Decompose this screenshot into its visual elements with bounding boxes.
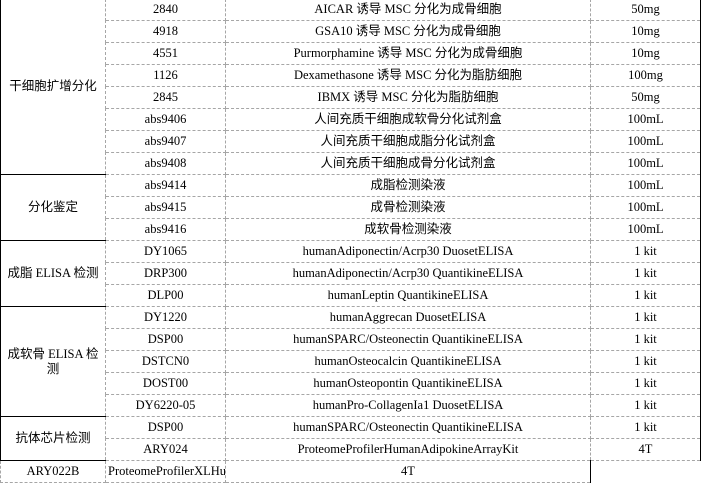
table-row: abs9416 成软骨检测染液 100mL (1, 218, 701, 241)
category-cell: 分化鉴定 (0, 174, 106, 241)
table-row: DSP00 humanSPARC/Osteonectin QuantikineEL… (1, 328, 701, 351)
table-row: DOST00 humanOsteopontin QuantikineELISA 1 … (1, 372, 701, 395)
catalog-number-cell: 1126 (105, 64, 226, 87)
product-name-cell: humanPro-CollagenIa1 DuosetELISA (225, 394, 591, 417)
category-cell: 抗体芯片检测 (0, 416, 106, 461)
product-name-cell: 人间充质干细胞成脂分化试剂盒 (225, 130, 591, 153)
table-row: ARY022BProteomeProfilerXLHumanCytokineAr… (0, 460, 701, 483)
specification-cell: 100mg (590, 64, 701, 87)
specification-cell: 1 kit (590, 350, 701, 373)
specification-cell: 10mg (590, 20, 701, 43)
catalog-number-cell: abs9416 (105, 218, 226, 241)
specification-cell: 100mL (590, 108, 701, 131)
table-row: abs9406 人间充质干细胞成软骨分化试剂盒 100mL (1, 108, 701, 131)
catalog-number-cell: 4551 (105, 42, 226, 65)
catalog-number-cell: abs9407 (105, 130, 226, 153)
catalog-number-cell: 2840 (105, 0, 226, 21)
specification-cell: 1 kit (590, 284, 701, 307)
specification-cell: 1 kit (590, 240, 701, 263)
specification-cell: 1 kit (590, 306, 701, 329)
table-row: abs9407 人间充质干细胞成脂分化试剂盒 100mL (1, 130, 701, 153)
product-name-cell: Dexamethasone 诱导 MSC 分化为脂肪细胞 (225, 64, 591, 87)
specification-cell: 1 kit (590, 262, 701, 285)
table-row: abs9408 人间充质干细胞成骨分化试剂盒 100mL (1, 152, 701, 175)
product-name-cell: humanOsteocalcin QuantikineELISA (225, 350, 591, 373)
table-row: DSTCN0 humanOsteocalcin QuantikineELISA 1 … (1, 350, 701, 373)
catalog-number-cell: DSP00 (105, 328, 226, 351)
specification-cell: 10mg (590, 42, 701, 65)
catalog-number-cell: DSP00 (105, 416, 226, 439)
catalog-number-cell: 2845 (105, 86, 226, 109)
table-row: 4918 GSA10 诱导 MSC 分化为成骨细胞 10mg (1, 20, 701, 43)
catalog-number-cell: abs9406 (105, 108, 226, 131)
product-name-cell: humanAdiponectin/Acrp30 DuosetELISA (225, 240, 591, 263)
table-row: 4551 Purmorphamine 诱导 MSC 分化为成骨细胞 10mg (1, 42, 701, 65)
product-name-cell: humanAggrecan DuosetELISA (225, 306, 591, 329)
table-row: 1126 Dexamethasone 诱导 MSC 分化为脂肪细胞 100mg (1, 64, 701, 87)
catalog-number-cell: ARY022B (0, 460, 106, 483)
table-row: abs9415 成骨检测染液 100mL (1, 196, 701, 219)
table-row: DRP300 humanAdiponectin/Acrp30 Quantikine… (1, 262, 701, 285)
specification-cell: 100mL (590, 152, 701, 175)
table-row: ARY024 ProteomeProfilerHumanAdipokineArra… (1, 438, 701, 461)
product-name-cell: Purmorphamine 诱导 MSC 分化为成骨细胞 (225, 42, 591, 65)
specification-cell: 100mL (590, 130, 701, 153)
product-name-cell: 成软骨检测染液 (225, 218, 591, 241)
product-name-cell: IBMX 诱导 MSC 分化为脂肪细胞 (225, 86, 591, 109)
product-name-cell: humanSPARC/Osteonectin QuantikineELISA (225, 416, 591, 439)
table-row: 分化鉴定 abs9414 成脂检测染液 100mL (0, 174, 701, 241)
product-name-cell: humanSPARC/Osteonectin QuantikineELISA (225, 328, 591, 351)
catalog-number-cell: DY6220-05 (105, 394, 226, 417)
specification-cell: 1 kit (590, 328, 701, 351)
table-row: 干细胞扩增分化 2840 AICAR 诱导 MSC 分化为成骨细胞 50mg (0, 0, 701, 175)
specification-cell: 1 kit (590, 394, 701, 417)
catalog-number-cell: abs9415 (105, 196, 226, 219)
category-cell: 干细胞扩增分化 (0, 0, 106, 175)
catalog-number-cell: DY1065 (105, 240, 226, 263)
product-name-cell: ProteomeProfilerXLHumanCytokineArrayforO… (105, 460, 226, 483)
specification-cell: 4T (225, 460, 591, 483)
specification-cell: 100mL (590, 196, 701, 219)
table-row: DY6220-05 humanPro-CollagenIa1 DuosetELIS… (1, 394, 701, 417)
product-name-cell: GSA10 诱导 MSC 分化为成骨细胞 (225, 20, 591, 43)
catalog-number-cell: abs9408 (105, 152, 226, 175)
product-name-cell: humanAdiponectin/Acrp30 QuantikineELISA (225, 262, 591, 285)
category-cell: 成软骨 ELISA 检测 (0, 306, 106, 417)
product-name-cell: 人间充质干细胞成软骨分化试剂盒 (225, 108, 591, 131)
table-row: 成脂 ELISA 检测 DY1065 humanAdiponectin/Acrp30… (0, 240, 701, 307)
catalog-number-cell: DRP300 (105, 262, 226, 285)
product-name-cell: humanOsteopontin QuantikineELISA (225, 372, 591, 395)
product-name-cell: AICAR 诱导 MSC 分化为成骨细胞 (225, 0, 591, 21)
table-row: 抗体芯片检测 DSP00 humanSPARC/Osteonectin Quanti… (0, 416, 701, 461)
specification-cell: 4T (590, 438, 701, 461)
product-name-cell: 成脂检测染液 (225, 174, 591, 197)
specification-cell: 1 kit (590, 416, 701, 439)
specification-cell: 1 kit (590, 372, 701, 395)
catalog-number-cell: DOST00 (105, 372, 226, 395)
table-row: DLP00 humanLeptin QuantikineELISA 1 kit (1, 284, 701, 307)
category-cell: 成脂 ELISA 检测 (0, 240, 106, 307)
product-name-cell: 人间充质干细胞成骨分化试剂盒 (225, 152, 591, 175)
catalog-number-cell: DSTCN0 (105, 350, 226, 373)
product-name-cell: 成骨检测染液 (225, 196, 591, 219)
specification-cell: 50mg (590, 0, 701, 21)
specification-cell: 50mg (590, 86, 701, 109)
specification-cell: 100mL (590, 218, 701, 241)
specification-cell: 100mL (590, 174, 701, 197)
table-row: 成软骨 ELISA 检测 DY1220 humanAggrecan DuosetEL… (0, 306, 701, 417)
catalog-number-cell: DLP00 (105, 284, 226, 307)
catalog-number-cell: ARY024 (105, 438, 226, 461)
product-name-cell: ProteomeProfilerHumanAdipokineArrayKit (225, 438, 591, 461)
catalog-number-cell: abs9414 (105, 174, 226, 197)
product-name-cell: humanLeptin QuantikineELISA (225, 284, 591, 307)
catalog-number-cell: 4918 (105, 20, 226, 43)
catalog-number-cell: DY1220 (105, 306, 226, 329)
table-row: 2845 IBMX 诱导 MSC 分化为脂肪细胞 50mg (1, 86, 701, 109)
